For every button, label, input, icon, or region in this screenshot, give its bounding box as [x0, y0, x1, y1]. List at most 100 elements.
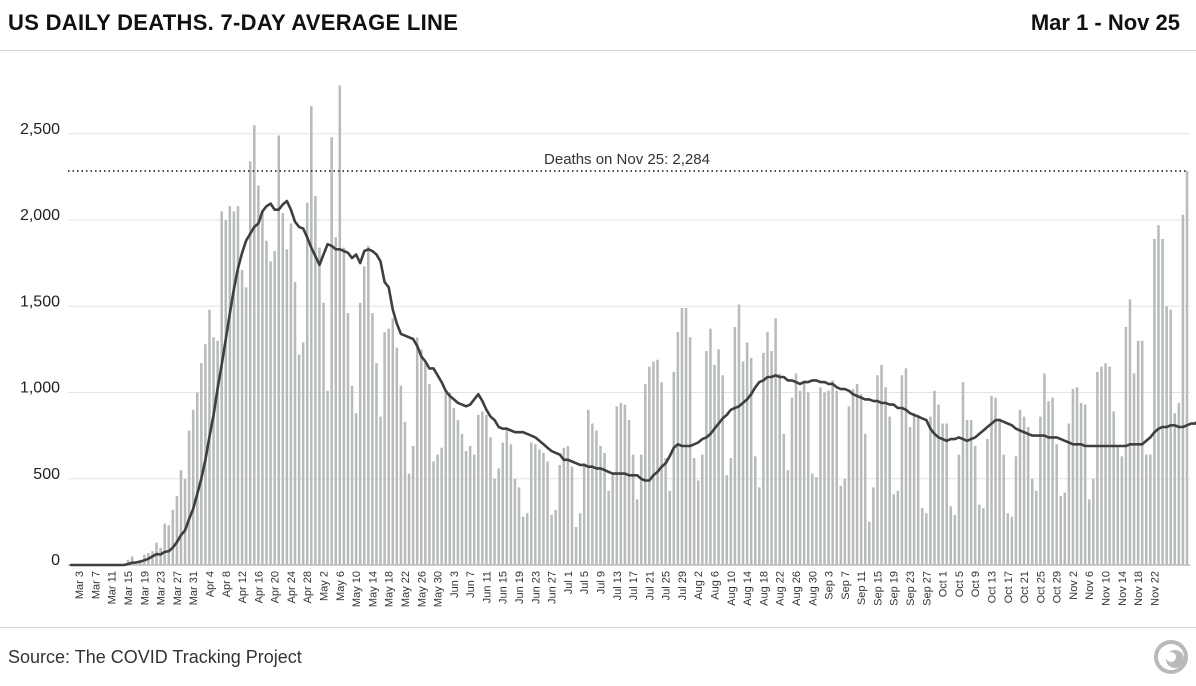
daily-death-bar	[587, 409, 590, 565]
x-tick-label: Sep 19	[889, 571, 901, 606]
daily-death-bar	[725, 475, 729, 565]
daily-death-bar	[578, 513, 582, 565]
daily-death-bar	[969, 420, 973, 565]
daily-death-bar	[448, 392, 452, 565]
daily-death-bar	[648, 366, 651, 565]
daily-death-bar	[607, 490, 610, 565]
x-tick-label: Mar 19	[139, 571, 151, 605]
daily-death-bar	[843, 478, 847, 565]
daily-death-bar	[904, 368, 908, 565]
daily-death-bar	[582, 463, 586, 565]
daily-death-bar	[855, 383, 859, 565]
x-tick-label: Jul 21	[644, 571, 656, 600]
daily-death-bar	[285, 249, 289, 565]
daily-death-bar	[1018, 409, 1022, 565]
x-tick-label: Sep 27	[921, 571, 933, 606]
daily-death-bar	[151, 551, 154, 565]
daily-death-bar	[1185, 171, 1189, 565]
daily-death-bar	[497, 468, 500, 565]
daily-death-bar	[261, 211, 264, 565]
x-tick-label: Nov 10	[1101, 571, 1113, 606]
x-tick-label: Nov 6	[1084, 571, 1096, 600]
daily-death-bar	[1149, 454, 1152, 565]
daily-death-bar	[933, 390, 936, 565]
daily-death-bar	[481, 411, 484, 565]
daily-death-bar	[835, 390, 838, 565]
x-tick-label: Apr 28	[302, 571, 314, 603]
daily-death-bar	[570, 466, 574, 565]
daily-death-bar	[729, 458, 733, 565]
daily-death-bar	[758, 487, 761, 565]
daily-death-bar	[754, 456, 757, 565]
daily-death-bar	[1145, 454, 1148, 565]
daily-death-bar	[786, 470, 790, 565]
daily-death-bar	[1140, 340, 1144, 565]
daily-death-bar	[399, 385, 403, 565]
daily-death-bar	[1177, 402, 1181, 565]
daily-death-bar	[574, 527, 578, 565]
x-tick-label: Jul 9	[596, 571, 608, 594]
x-tick-label: Oct 1	[938, 571, 950, 597]
daily-death-bar	[452, 408, 456, 565]
x-tick-label: Apr 12	[237, 571, 249, 603]
daily-death-bar	[196, 392, 199, 565]
daily-death-bar	[1116, 445, 1120, 565]
x-tick-label: Aug 18	[758, 571, 770, 606]
daily-death-bar	[896, 490, 900, 565]
daily-death-bar	[493, 478, 496, 565]
daily-death-bar	[200, 363, 203, 565]
daily-death-bar	[521, 516, 525, 565]
daily-death-bar	[281, 213, 285, 565]
header-divider	[0, 50, 1196, 51]
daily-death-bar	[863, 433, 867, 565]
daily-death-bar	[1059, 496, 1062, 565]
daily-death-bar	[1096, 371, 1099, 565]
x-tick-label: Oct 29	[1052, 571, 1064, 603]
daily-death-bar	[941, 423, 944, 565]
daily-death-bar	[994, 397, 997, 565]
daily-death-bar	[680, 307, 684, 565]
daily-death-bar	[692, 458, 696, 565]
daily-death-bar	[1112, 411, 1115, 565]
daily-death-bar	[908, 427, 912, 565]
daily-death-bar	[191, 409, 195, 565]
daily-death-bar	[391, 318, 395, 565]
daily-death-bar	[741, 361, 745, 565]
x-tick-label: Mar 3	[74, 571, 86, 599]
x-tick-label: May 22	[400, 571, 412, 607]
daily-death-bar	[159, 547, 162, 565]
x-tick-label: Aug 30	[807, 571, 819, 606]
daily-death-bar	[684, 307, 688, 565]
daily-death-bar	[990, 395, 993, 565]
daily-death-bar	[456, 420, 460, 565]
daily-death-bar	[611, 473, 614, 565]
daily-death-bar	[1071, 389, 1075, 565]
seven-day-average-line	[69, 199, 1196, 567]
daily-death-bar	[749, 358, 753, 565]
daily-death-bar	[1051, 397, 1054, 565]
daily-death-bar	[529, 442, 533, 565]
x-tick-label: Mar 23	[156, 571, 168, 605]
daily-death-bar	[538, 449, 541, 565]
daily-death-bar	[1035, 490, 1038, 565]
x-tick-label: Jun 23	[530, 571, 542, 604]
daily-death-bar	[240, 270, 244, 565]
y-tick-label: 1,500	[20, 293, 60, 310]
daily-death-bar	[912, 413, 916, 565]
x-tick-label: Jun 19	[514, 571, 526, 604]
x-tick-label: Nov 2	[1068, 571, 1080, 600]
daily-deaths-chart: 0 500 1,000 1,500 2,000 2,500 Deaths on Nov 2…	[20, 85, 1196, 607]
daily-death-bar	[1002, 454, 1005, 565]
reference-annotation: Deaths on Nov 25: 2,284	[544, 151, 710, 168]
x-tick-label: May 26	[416, 571, 428, 607]
x-tick-label: Oct 5	[954, 571, 966, 597]
daily-death-bar	[489, 437, 492, 565]
x-tick-label: May 14	[367, 571, 379, 607]
daily-death-bar	[273, 251, 276, 566]
y-axis-tick-labels: 0 500 1,000 1,500 2,000 2,500	[20, 121, 60, 569]
daily-death-bar	[293, 282, 297, 565]
daily-death-bar	[880, 364, 883, 565]
daily-death-bar	[1022, 416, 1026, 565]
daily-death-bar	[326, 390, 329, 565]
daily-death-bar	[1136, 340, 1140, 565]
